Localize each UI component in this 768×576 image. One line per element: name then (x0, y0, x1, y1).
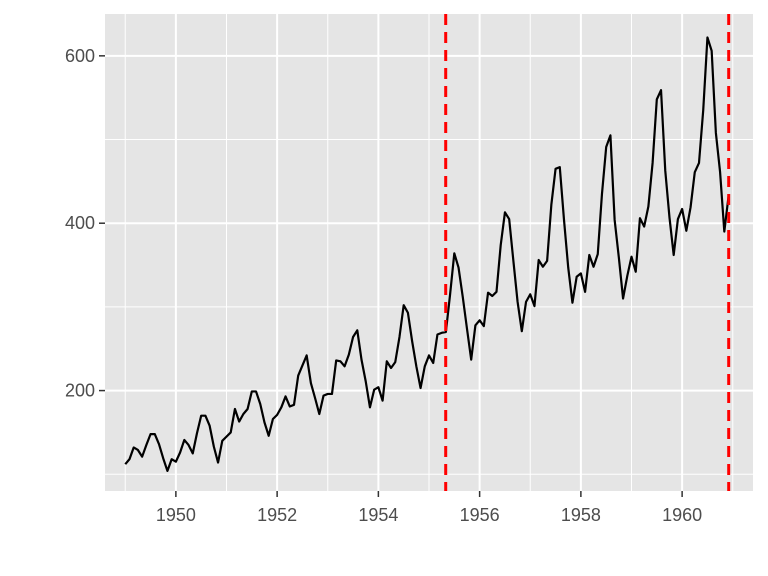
series-layer (124, 36, 730, 473)
x-tick-label: 1954 (358, 505, 398, 525)
x-tick-label: 1950 (156, 505, 196, 525)
major-gridlines (105, 14, 753, 491)
minor-gridlines (105, 14, 753, 491)
x-tick-label: 1958 (561, 505, 601, 525)
y-tick-label: 600 (65, 46, 95, 66)
x-tick-label: 1952 (257, 505, 297, 525)
x-tick-label: 1960 (662, 505, 702, 525)
axes: 1950 1952 1954 1956 1958 1960 200 400 600 (65, 46, 702, 525)
y-tick-label: 400 (65, 213, 95, 233)
series-line (124, 36, 730, 473)
y-tick-label: 200 (65, 381, 95, 401)
x-tick-label: 1956 (460, 505, 500, 525)
reference-lines (444, 14, 731, 491)
